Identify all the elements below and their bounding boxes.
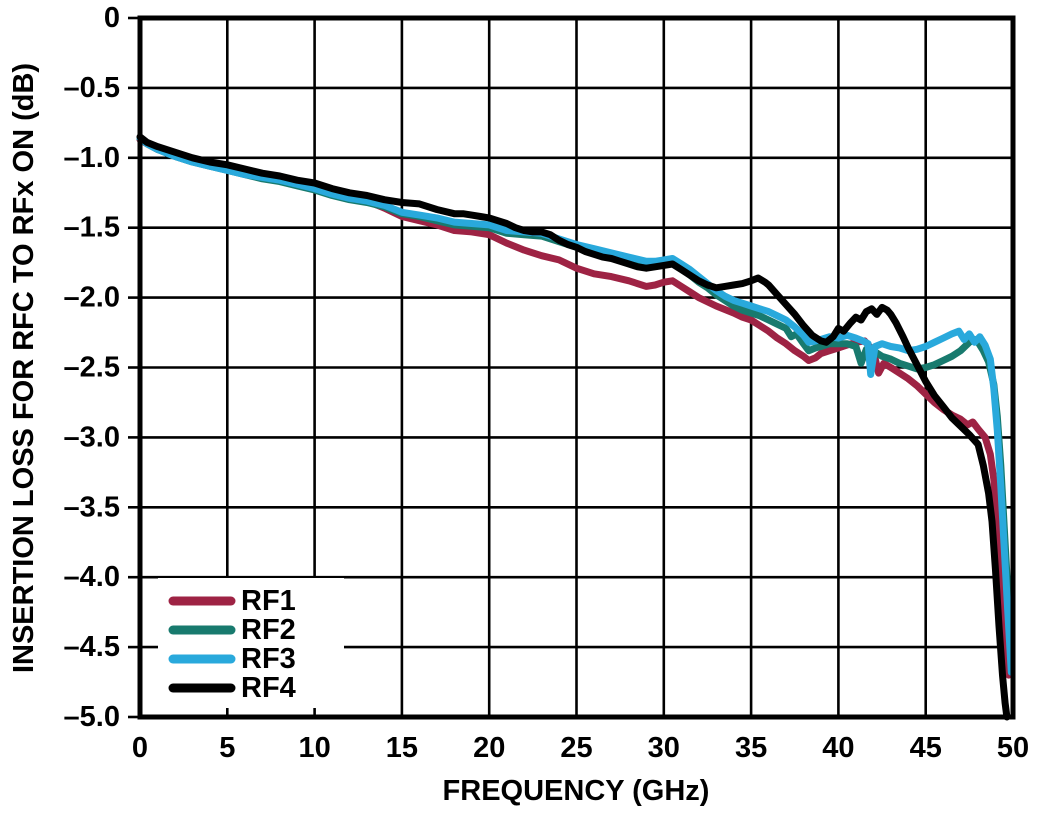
x-tick-label-5: 5 xyxy=(219,732,235,764)
y-tick-label--1.5: –1.5 xyxy=(64,212,120,244)
x-tick-label-30: 30 xyxy=(648,732,680,764)
y-tick-label--2: –2.0 xyxy=(64,282,120,314)
x-tick-label-10: 10 xyxy=(298,732,330,764)
y-tick-label-0: 0 xyxy=(104,2,120,34)
series-RF3-line xyxy=(136,134,1015,676)
y-tick-label--3: –3.0 xyxy=(64,421,120,453)
y-axis-title: INSERTION LOSS FOR RFC TO RFx ON (dB) xyxy=(8,63,40,673)
legend-item-RF2: RF2 xyxy=(168,614,296,646)
x-axis-title: FREQUENCY (GHz) xyxy=(443,775,710,807)
y-tick-label--3.5: –3.5 xyxy=(64,491,120,523)
x-tick-label-35: 35 xyxy=(735,732,767,764)
x-tick-label-45: 45 xyxy=(910,732,942,764)
x-tick-label-20: 20 xyxy=(473,732,505,764)
legend-item-RF3: RF3 xyxy=(168,643,296,675)
x-tick-label-50: 50 xyxy=(997,732,1029,764)
y-tick-label--5: –5.0 xyxy=(64,701,120,733)
legend-label-RF1: RF1 xyxy=(241,585,296,617)
y-tick-label--0.5: –0.5 xyxy=(64,72,120,104)
legend-label-RF2: RF2 xyxy=(241,614,296,646)
x-tick-label-25: 25 xyxy=(560,732,592,764)
series-RF4-line xyxy=(136,133,1011,721)
legend-item-RF1: RF1 xyxy=(168,585,296,617)
y-tick-label--4.5: –4.5 xyxy=(64,631,120,663)
x-tick-label-0: 0 xyxy=(132,732,148,764)
legend-label-RF4: RF4 xyxy=(241,672,296,704)
tick-labels: 0 –0.5 –1.0 –1.5 –2.0 –2.5 –3.0 –3.5 –4.0 –4.5 –5.… xyxy=(64,2,1030,764)
x-tick-label-15: 15 xyxy=(386,732,418,764)
y-tick-label--4: –4.0 xyxy=(64,561,120,593)
y-tick-label--1: –1.0 xyxy=(64,142,120,174)
y-tick-label--2.5: –2.5 xyxy=(64,352,120,384)
series-layer xyxy=(136,133,1015,721)
legend-label-RF3: RF3 xyxy=(241,643,296,675)
x-tick-label-40: 40 xyxy=(822,732,854,764)
legend-item-RF4: RF4 xyxy=(168,672,296,704)
